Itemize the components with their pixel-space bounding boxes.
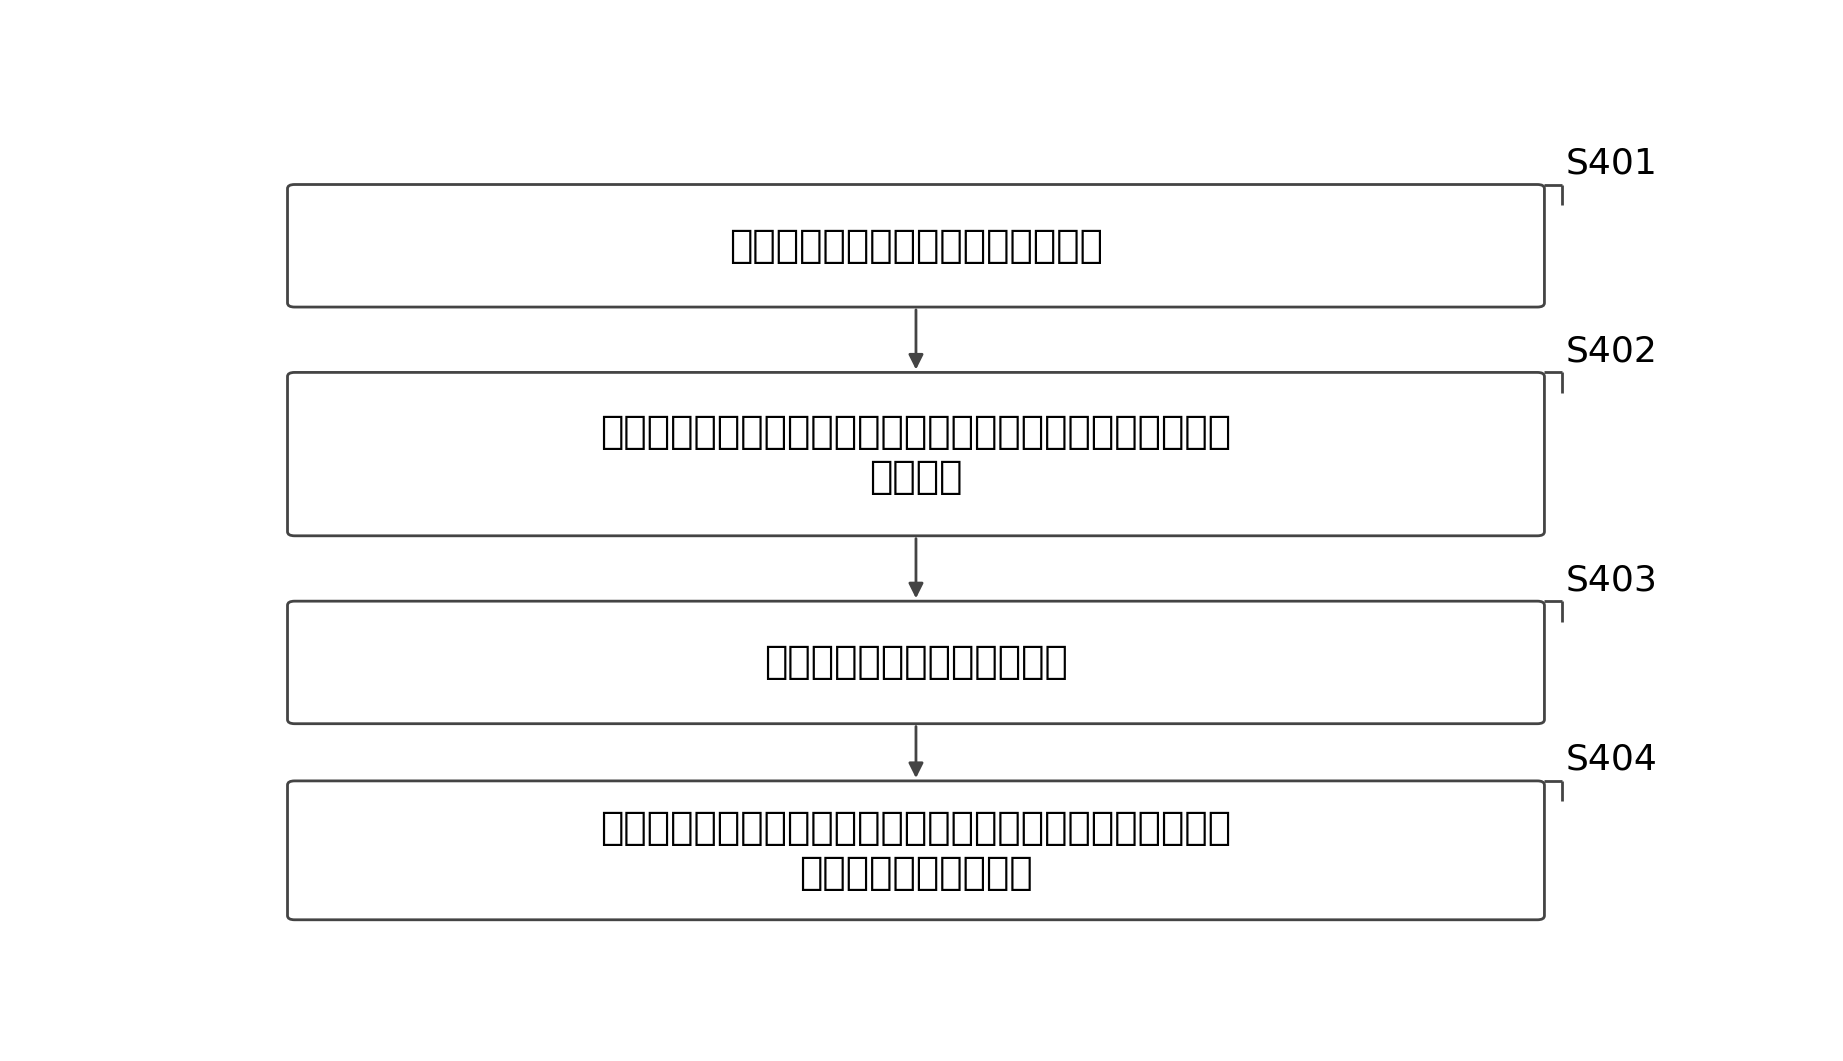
Text: 根据多个网络性能参数，确定候选网络集合中的每个候选网络: 根据多个网络性能参数，确定候选网络集合中的每个候选网络 — [601, 413, 1231, 451]
FancyBboxPatch shape — [288, 602, 1544, 724]
Text: S403: S403 — [1567, 563, 1657, 597]
FancyBboxPatch shape — [288, 781, 1544, 920]
FancyBboxPatch shape — [288, 372, 1544, 536]
Text: 的效用值: 的效用值 — [870, 457, 962, 495]
Text: 根据每个候选网络的效用值和每个候选网络的选择比例，确定: 根据每个候选网络的效用值和每个候选网络的选择比例，确定 — [601, 808, 1231, 847]
Text: 车辆待接入的目标网络: 车辆待接入的目标网络 — [800, 854, 1032, 892]
Text: S404: S404 — [1567, 743, 1657, 777]
Text: 确定每个候选网络的选择比例: 确定每个候选网络的选择比例 — [765, 643, 1067, 681]
Text: S402: S402 — [1567, 334, 1657, 368]
Text: S401: S401 — [1567, 146, 1657, 180]
FancyBboxPatch shape — [288, 185, 1544, 307]
Text: 获取车辆行驶方向上的候选网络集合: 获取车辆行驶方向上的候选网络集合 — [730, 227, 1102, 265]
